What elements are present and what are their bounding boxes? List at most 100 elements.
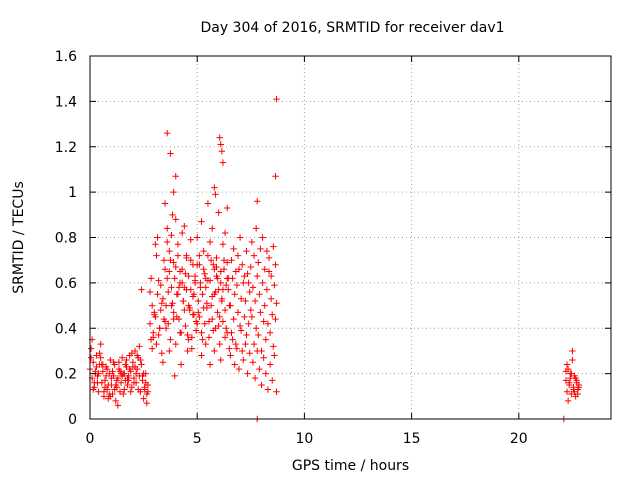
data-point bbox=[176, 329, 184, 336]
data-point bbox=[143, 399, 151, 407]
data-point bbox=[244, 370, 251, 377]
data-point bbox=[107, 356, 114, 364]
data-point bbox=[251, 297, 259, 305]
data-point bbox=[131, 347, 139, 355]
data-point bbox=[198, 218, 205, 225]
data-point bbox=[214, 275, 221, 282]
data-point bbox=[244, 270, 251, 277]
data-point bbox=[211, 184, 218, 191]
data-point bbox=[270, 243, 277, 250]
data-point bbox=[199, 336, 206, 343]
data-point bbox=[239, 261, 246, 268]
data-point bbox=[140, 395, 147, 402]
data-point bbox=[215, 209, 222, 216]
data-point bbox=[194, 320, 201, 327]
data-point bbox=[172, 263, 179, 271]
data-point bbox=[562, 368, 570, 375]
data-point bbox=[165, 288, 172, 296]
data-point bbox=[235, 365, 243, 373]
data-point bbox=[187, 236, 194, 243]
data-point bbox=[226, 345, 233, 352]
data-point bbox=[211, 266, 218, 273]
data-point bbox=[161, 200, 169, 207]
data-point bbox=[202, 284, 209, 291]
data-point bbox=[127, 388, 134, 395]
data-point bbox=[264, 320, 272, 327]
data-point bbox=[200, 266, 207, 273]
data-point bbox=[156, 325, 163, 332]
data-point bbox=[260, 354, 267, 361]
data-point bbox=[262, 336, 270, 343]
data-point bbox=[141, 384, 148, 391]
data-point bbox=[239, 347, 246, 355]
data-point bbox=[112, 381, 119, 389]
data-point bbox=[128, 384, 136, 391]
data-point bbox=[184, 347, 191, 355]
data-point bbox=[157, 306, 164, 314]
data-point bbox=[121, 370, 128, 377]
data-point bbox=[250, 340, 258, 348]
data-point bbox=[113, 377, 120, 384]
data-point bbox=[565, 379, 573, 386]
data-point bbox=[212, 288, 219, 296]
data-point bbox=[188, 345, 196, 352]
data-point bbox=[271, 281, 278, 289]
data-point bbox=[248, 238, 256, 246]
data-point bbox=[185, 336, 192, 343]
data-point bbox=[154, 291, 161, 298]
data-point bbox=[102, 372, 110, 380]
data-point bbox=[246, 350, 253, 357]
data-point bbox=[232, 268, 239, 275]
data-point bbox=[112, 397, 119, 405]
data-point bbox=[166, 268, 173, 275]
data-point bbox=[175, 284, 183, 291]
data-point bbox=[93, 352, 100, 359]
data-point bbox=[91, 379, 98, 386]
data-point bbox=[568, 390, 575, 398]
data-point bbox=[246, 288, 253, 296]
data-point bbox=[263, 247, 271, 255]
data-point bbox=[252, 225, 260, 232]
data-point bbox=[138, 286, 145, 293]
data-point bbox=[178, 229, 186, 237]
data-point bbox=[196, 252, 203, 259]
data-point bbox=[217, 268, 224, 275]
data-point bbox=[245, 320, 252, 327]
y-tick-label: 0.4 bbox=[55, 321, 77, 337]
data-point bbox=[181, 306, 188, 314]
data-point bbox=[194, 234, 201, 241]
data-point bbox=[201, 270, 208, 277]
data-point bbox=[224, 204, 231, 212]
data-point bbox=[221, 334, 229, 341]
data-point bbox=[229, 336, 236, 343]
data-point bbox=[95, 370, 102, 377]
x-tick-label: 10 bbox=[295, 431, 313, 447]
data-point bbox=[168, 302, 175, 309]
data-point bbox=[177, 361, 185, 368]
data-point bbox=[167, 256, 174, 264]
data-point bbox=[136, 343, 143, 350]
data-point bbox=[160, 256, 168, 264]
data-point bbox=[118, 354, 126, 361]
data-point bbox=[249, 284, 257, 291]
data-point bbox=[228, 256, 235, 264]
data-point bbox=[199, 291, 206, 298]
data-point bbox=[563, 361, 571, 368]
x-tick-label: 0 bbox=[86, 431, 95, 447]
data-point bbox=[142, 379, 149, 386]
data-point bbox=[133, 352, 141, 359]
data-point bbox=[263, 286, 271, 293]
data-point bbox=[273, 95, 280, 103]
y-tick-label: 1.6 bbox=[55, 49, 77, 65]
data-point bbox=[129, 363, 137, 371]
data-point bbox=[270, 343, 277, 350]
data-point bbox=[190, 291, 198, 298]
y-tick-label: 0 bbox=[68, 412, 77, 428]
data-point bbox=[181, 222, 188, 230]
data-point bbox=[221, 229, 229, 237]
data-point bbox=[243, 247, 250, 255]
data-point bbox=[242, 297, 249, 305]
data-point bbox=[106, 370, 113, 377]
data-point bbox=[272, 261, 279, 268]
data-point bbox=[242, 340, 249, 348]
